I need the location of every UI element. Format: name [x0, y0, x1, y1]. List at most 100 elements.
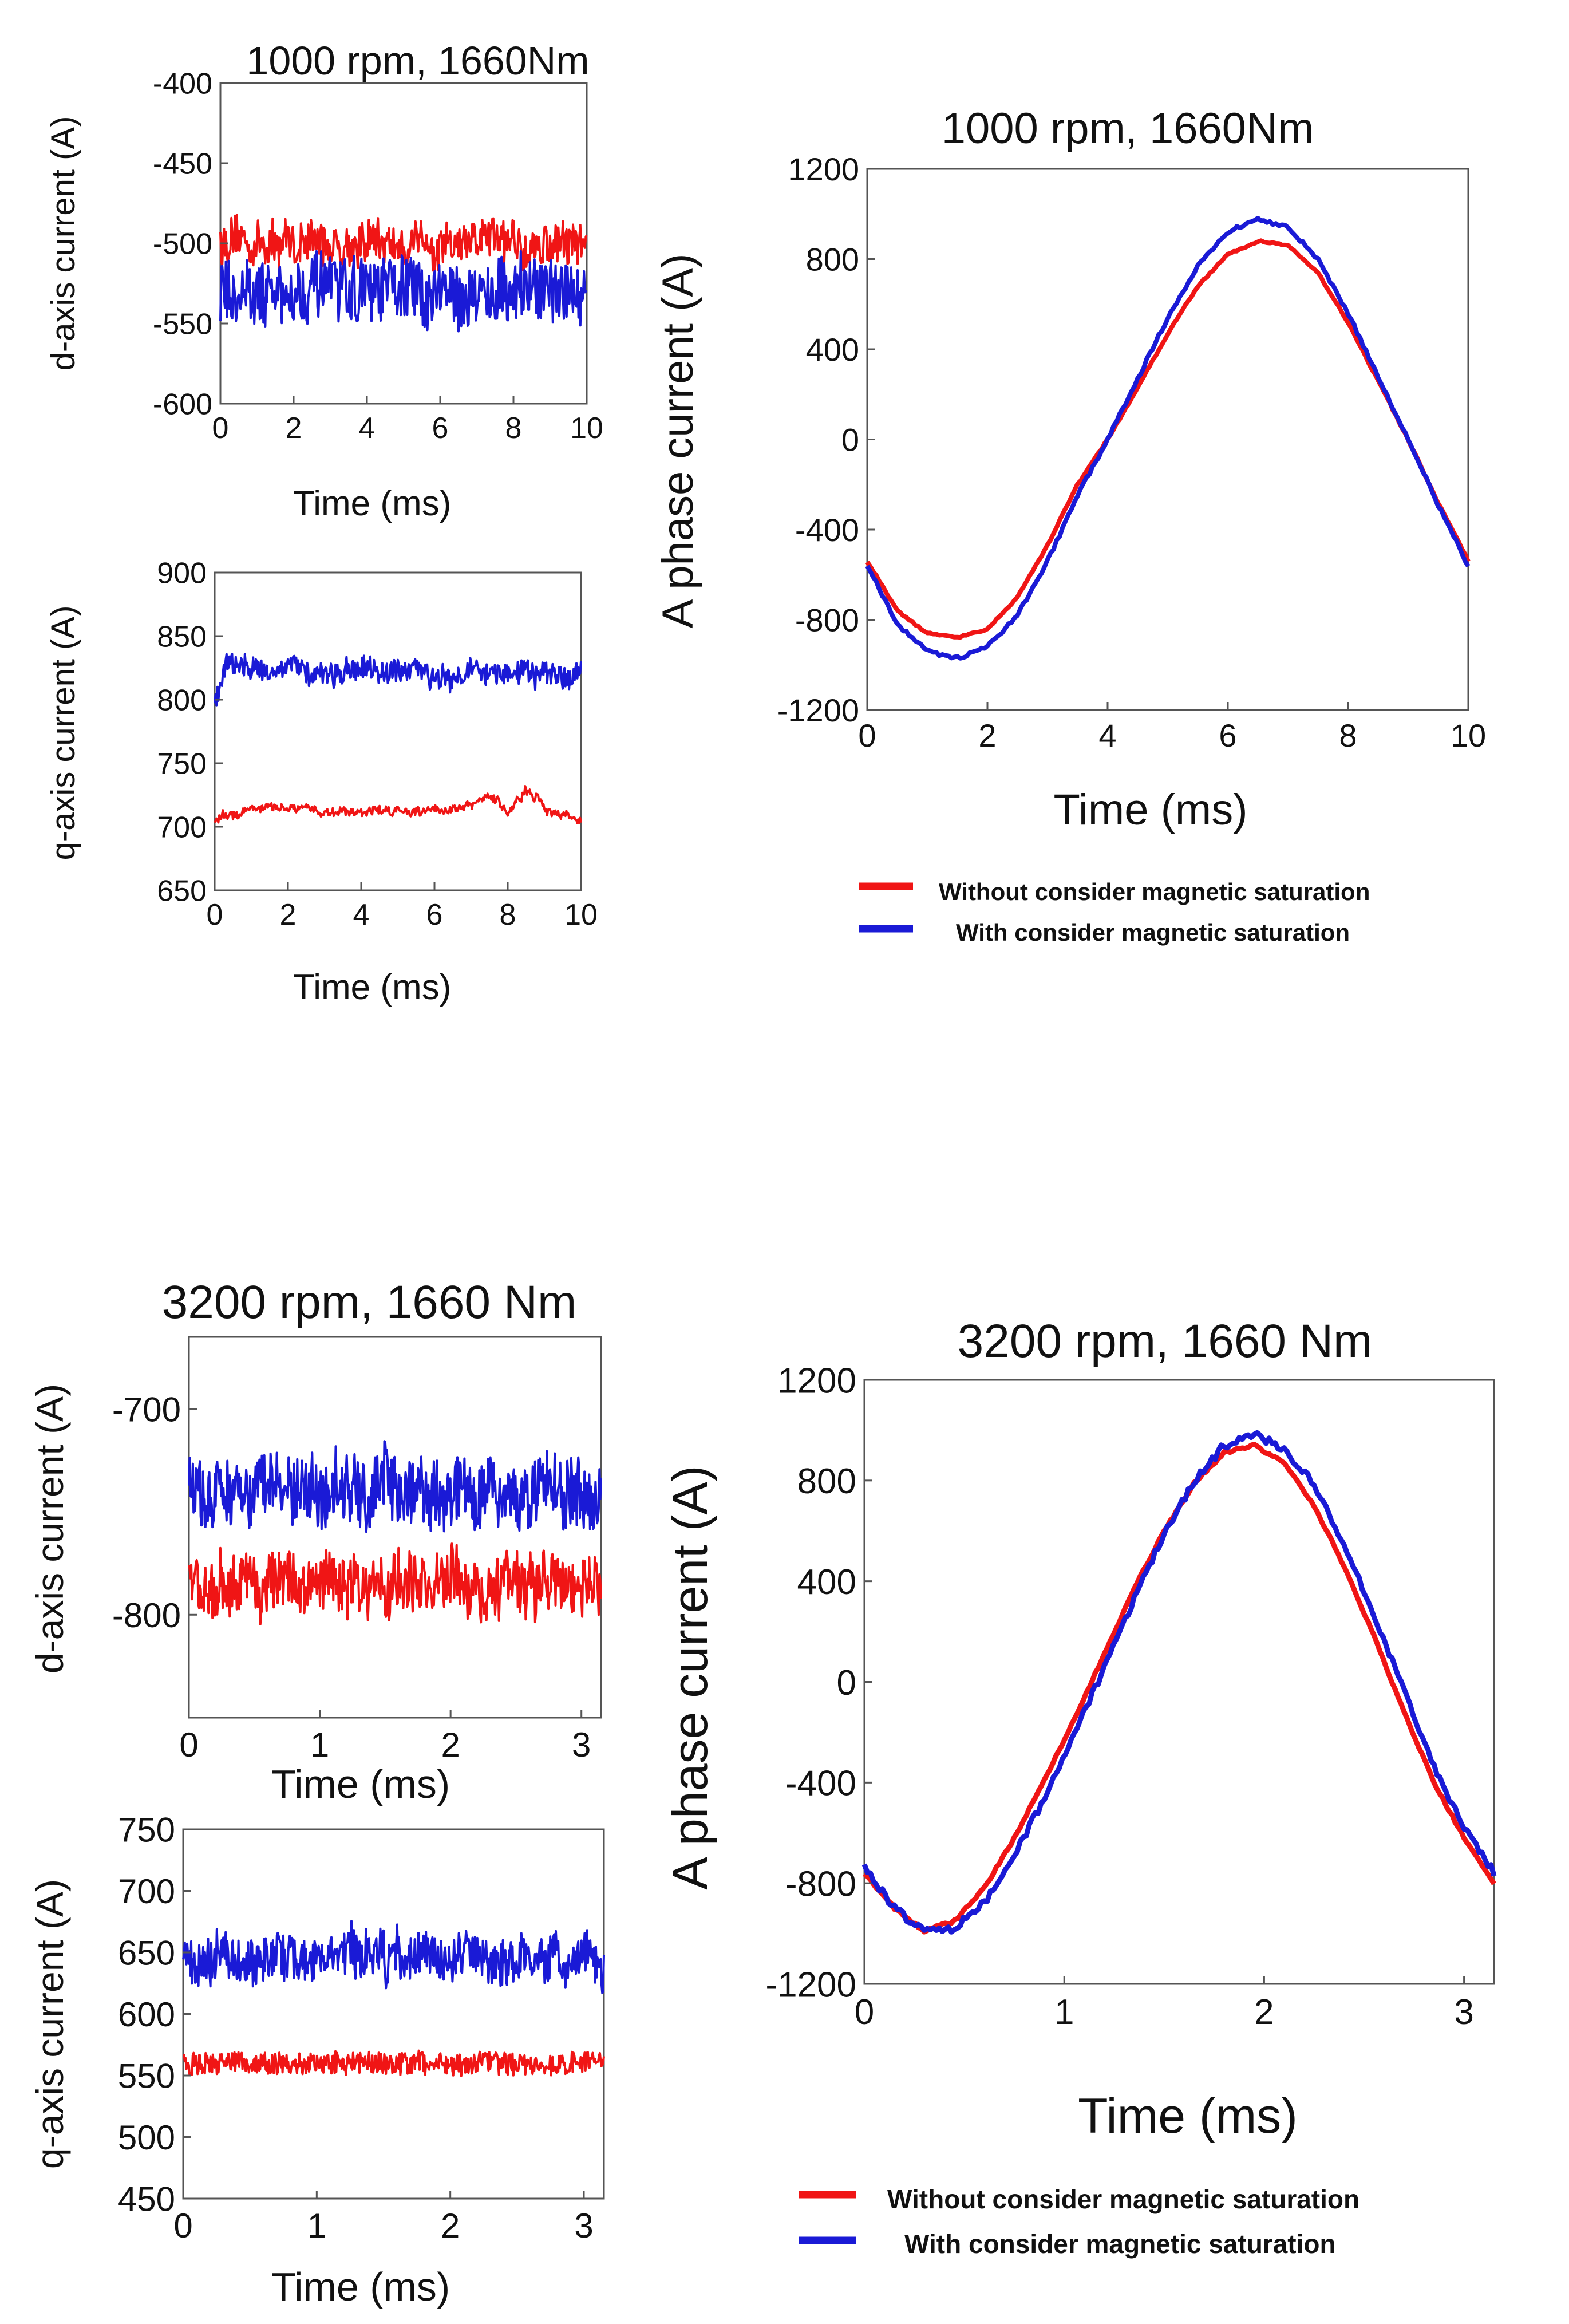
y-tick-label-a2: -400	[785, 1764, 856, 1804]
y-axis-label-a2: A phase current (A)	[663, 1466, 718, 1890]
y-tick-label-a1: -800	[795, 602, 859, 638]
chart-title-a1: 1000 rpm, 1660Nm	[942, 104, 1314, 153]
y-tick-label-d1: -400	[153, 68, 212, 101]
x-axis-label-a1: Time (ms)	[1053, 786, 1247, 834]
x-tick-label-a2: 1	[1054, 1992, 1074, 2032]
series-line-q1-without	[214, 785, 582, 824]
x-tick-label-d2: 2	[441, 1726, 460, 1764]
y-tick-label-q1: 800	[157, 684, 207, 717]
y-tick-label-d2: -700	[112, 1390, 181, 1429]
marks-a1	[865, 216, 1471, 661]
plot-frame-a1	[866, 168, 1469, 711]
marks-d2	[188, 1440, 602, 1625]
chart-title-d1: 1000 rpm, 1660Nm	[246, 38, 589, 83]
y-axis-label-d1: d-axis current (A)	[45, 116, 82, 371]
x-tick-label-d2: 3	[572, 1726, 591, 1764]
series-line-q1-with	[214, 653, 582, 707]
series-line-d1-without	[219, 214, 588, 275]
panel-a-phase-3200rpm: 3200 rpm, 1660 Nm 0 1 2 3 -1200 -800 -400 0 400 8…	[663, 1315, 1497, 2144]
plot-frame-d2	[188, 1336, 602, 1719]
y-tick-label-a2: 800	[797, 1462, 856, 1501]
x-axis-label-q1: Time (ms)	[293, 968, 452, 1007]
y-axis-label-q2: q-axis current (A)	[29, 1879, 71, 2169]
y-tick-label-d2: -800	[112, 1596, 181, 1635]
x-tick-label-d1: 10	[570, 412, 603, 445]
y-tick-label-d1: -550	[153, 308, 212, 341]
x-tick-label-q1: 8	[500, 898, 516, 932]
y-tick-label-q1: 700	[157, 811, 207, 845]
y-tick-label-q1: 850	[157, 621, 207, 654]
y-tick-label-a2: 1200	[777, 1361, 856, 1400]
x-tick-label-a1: 8	[1339, 717, 1357, 753]
x-tick-label-d2: 1	[310, 1726, 329, 1764]
x-tick-label-d1: 6	[432, 412, 449, 445]
y-tick-label-d1: -600	[153, 388, 212, 421]
legend-label-with-top: With consider magnetic saturation	[956, 919, 1350, 946]
plot-frame-q2	[182, 1828, 605, 2200]
panel-q-axis-3200rpm: 0 1 2 3 450 500 550 600 650 700 750 Time (ms) q-ax…	[29, 1811, 605, 2309]
x-tick-label-d2: 0	[179, 1726, 198, 1764]
marks-d1	[219, 214, 588, 333]
y-tick-label-a1: -1200	[777, 692, 859, 728]
ticks-d2: 0 1 2 3 -800 -700	[112, 1390, 591, 1764]
series-line-a1-without	[865, 238, 1471, 640]
x-tick-label-a1: 2	[978, 717, 996, 753]
x-tick-label-q2: 0	[173, 2207, 192, 2245]
y-tick-label-d1: -500	[153, 228, 212, 261]
y-tick-label-a1: 0	[841, 422, 859, 458]
y-tick-label-q2: 700	[118, 1872, 175, 1911]
x-tick-label-d1: 8	[505, 412, 522, 445]
x-tick-label-a1: 10	[1451, 717, 1486, 753]
x-tick-label-d1: 2	[286, 412, 302, 445]
x-tick-label-a2: 0	[855, 1992, 874, 2032]
chart-title-d2: 3200 rpm, 1660 Nm	[162, 1276, 577, 1328]
series-line-d2-with	[188, 1440, 602, 1533]
x-tick-label-a2: 2	[1254, 1992, 1274, 2032]
y-tick-label-a1: 800	[806, 242, 859, 278]
y-axis-label-a1: A phase current (A)	[654, 254, 702, 629]
x-tick-label-a1: 0	[858, 717, 876, 753]
panel-d-axis-1000rpm: 1000 rpm, 1660Nm 0 2 4 6 8 10 -600 -550 -500 -450…	[45, 38, 603, 523]
y-tick-label-q1: 900	[157, 557, 207, 590]
chart-title-a2: 3200 rpm, 1660 Nm	[958, 1315, 1373, 1367]
series-line-q2-with	[182, 1920, 605, 1994]
y-tick-label-a1: -400	[795, 512, 859, 548]
series-line-a2-with	[861, 1430, 1497, 1935]
x-tick-label-q1: 6	[426, 898, 443, 932]
plot-frame-q1	[214, 571, 582, 891]
ticks-d1: 0 2 4 6 8 10 -600 -550 -500 -450 -400	[153, 68, 603, 445]
y-tick-label-q2: 450	[118, 2180, 175, 2219]
series-line-d2-without	[188, 1542, 602, 1625]
legend-label-with-bottom: With consider magnetic saturation	[904, 2229, 1336, 2259]
y-tick-label-a2: 0	[837, 1663, 856, 1703]
x-axis-label-q2: Time (ms)	[271, 2264, 450, 2309]
y-axis-label-q1: q-axis current (A)	[45, 606, 82, 861]
y-tick-label-d1: -450	[153, 148, 212, 181]
y-tick-label-a2: -1200	[765, 1965, 856, 2005]
marks-q2	[182, 1920, 605, 2077]
legend-label-without-top: Without consider magnetic saturation	[939, 878, 1370, 905]
legend-label-without-bottom: Without consider magnetic saturation	[887, 2184, 1359, 2214]
x-tick-label-q1: 2	[280, 898, 297, 932]
x-tick-label-q2: 1	[307, 2207, 326, 2245]
x-axis-label-d2: Time (ms)	[271, 1762, 450, 1806]
legend-top: Without consider magnetic saturation Wit…	[859, 878, 1370, 946]
y-tick-label-a1: 1200	[788, 151, 859, 187]
panel-d-axis-3200rpm: 3200 rpm, 1660 Nm 0 1 2 3 -800 -700 Time (ms)…	[29, 1276, 602, 1806]
x-tick-label-q1: 10	[564, 898, 598, 932]
series-line-d1-with	[219, 250, 588, 333]
ticks-a2: 0 1 2 3 -1200 -800 -400 0 400 800 1200	[765, 1361, 1473, 2032]
y-tick-label-q2: 750	[118, 1811, 175, 1849]
panel-q-axis-1000rpm: 0 2 4 6 8 10 650 700 750 800 850 900 Time (ms) q-ax…	[45, 557, 598, 1007]
marks-a2	[861, 1430, 1497, 1935]
x-tick-label-q2: 3	[574, 2207, 593, 2245]
y-tick-label-q1: 750	[157, 748, 207, 781]
y-tick-label-a2: 400	[797, 1563, 856, 1602]
x-axis-label-d1: Time (ms)	[293, 484, 452, 523]
x-axis-label-a2: Time (ms)	[1078, 2089, 1298, 2144]
x-tick-label-a1: 6	[1219, 717, 1236, 753]
y-tick-label-q2: 550	[118, 2057, 175, 2096]
marks-q1	[214, 653, 582, 824]
series-line-q2-without	[182, 2049, 605, 2077]
